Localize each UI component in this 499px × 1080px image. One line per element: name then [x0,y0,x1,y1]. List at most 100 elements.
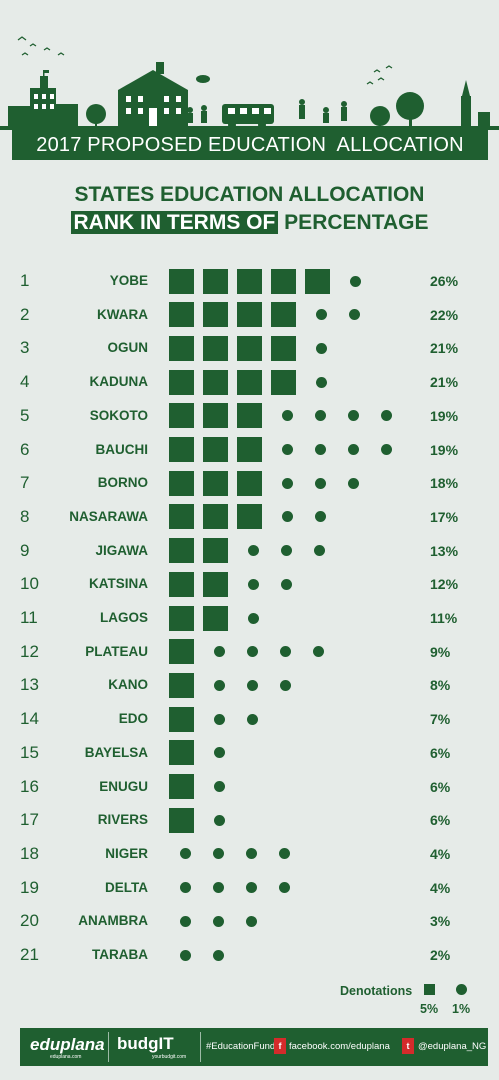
state-name: NASARAWA [69,508,148,524]
rank-number: 2 [20,304,30,324]
one-percent-dot [247,646,258,658]
rank-number: 13 [20,675,39,695]
eduplana-url: eduplana.com [50,1054,82,1060]
heading-highlight: RANK IN TERMS OF [70,211,279,234]
budgit-logo[interactable]: budgIT [117,1034,174,1053]
five-percent-square [169,335,194,361]
rank-number: 8 [20,506,30,526]
one-percent-dot [214,781,225,792]
legend-square-icon [424,984,435,995]
five-percent-square [169,538,194,564]
five-percent-square [271,268,296,294]
five-percent-square [237,470,262,496]
heading-line-1: STATES EDUCATION ALLOCATION [74,183,425,206]
one-percent-dot [350,275,361,287]
one-percent-dot [247,713,258,725]
rank-number: 20 [20,911,39,931]
list-item: 2 KWARA 22% [0,298,499,332]
allocation-marks [169,601,270,635]
one-percent-dot [213,949,224,961]
five-percent-square [169,774,194,799]
hashtag-text: #EducationFund [206,1041,276,1052]
state-name: NIGER [105,845,148,861]
state-name: BORNO [97,475,148,491]
percentage-value: 22% [430,306,459,323]
five-percent-square [169,672,194,698]
list-item: 11 LAGOS 11% [0,601,499,635]
state-name: OGUN [107,340,149,356]
one-percent-dot [214,646,225,658]
one-percent-dot [180,882,191,894]
percentage-value: 4% [430,879,451,896]
rank-number: 4 [20,372,30,392]
state-name: KADUNA [89,374,149,390]
one-percent-dot [180,949,191,961]
five-percent-square [203,302,228,328]
rank-number: 16 [20,776,39,796]
allocation-marks [169,264,372,298]
allocation-marks [169,938,235,972]
five-percent-square [237,335,262,361]
five-percent-square [237,268,262,294]
allocation-marks [169,466,370,500]
percentage-value: 2% [430,947,451,963]
heading-line-2: RANK IN TERMS OF PERCENTAGE [0,211,499,235]
list-item: 4 KADUNA 21% [0,365,499,399]
eduplana-logo[interactable]: eduplana [30,1035,105,1054]
heading-rest: PERCENTAGE [278,211,429,234]
one-percent-dot [247,679,258,691]
allocation-marks [169,635,335,669]
facebook-link[interactable]: facebook.com/eduplana [289,1041,390,1052]
one-percent-dot [280,646,291,658]
rank-number: 1 [20,271,30,290]
allocation-marks [169,567,303,601]
five-percent-square [271,369,296,395]
five-percent-square [271,302,296,328]
list-item: 10 KATSINA 12% [0,567,499,601]
facebook-icon[interactable]: f [274,1038,286,1054]
list-item: 9 JIGAWA 13% [0,534,499,568]
allocation-marks [169,500,337,534]
footer-divider [108,1032,109,1062]
five-percent-square [169,706,194,732]
list-item: 16 ENUGU 6% [0,770,499,804]
allocation-marks [169,871,301,905]
five-percent-square [203,403,228,429]
one-percent-dot [315,477,326,489]
one-percent-dot [282,511,293,523]
allocation-marks [169,904,268,938]
rank-number: 12 [20,641,39,661]
rank-number: 19 [20,877,39,897]
allocation-marks [169,803,236,837]
one-percent-dot [282,410,293,422]
one-percent-dot [246,882,257,894]
list-item: 19 DELTA 4% [0,871,499,905]
five-percent-square [169,302,194,328]
one-percent-dot [348,444,359,455]
five-percent-square [203,470,228,496]
list-item: 17 RIVERS 6% [0,803,499,837]
rank-number: 11 [20,608,38,627]
allocation-marks [169,365,338,399]
five-percent-square [169,403,194,429]
percentage-value: 8% [430,677,451,694]
five-percent-square [237,437,262,462]
list-item: 8 NASARAWA 17% [0,500,499,534]
list-item: 13 KANO 8% [0,668,499,702]
percentage-value: 13% [430,542,459,559]
state-name: KWARA [97,306,148,322]
one-percent-dot [282,444,293,455]
rank-number: 7 [20,473,30,493]
five-percent-square [237,302,262,328]
list-item: 21 TARABA 2% [0,938,499,972]
five-percent-square [305,268,330,294]
one-percent-dot [248,545,259,557]
twitter-handle[interactable]: @eduplana_NG [418,1041,487,1052]
twitter-icon[interactable]: t [402,1038,414,1054]
legend-label: Denotations [340,984,413,998]
five-percent-square [169,504,194,530]
state-name: SOKOTO [89,407,148,423]
state-name: DELTA [105,879,148,895]
allocation-marks [169,668,302,702]
allocation-marks [169,770,236,804]
